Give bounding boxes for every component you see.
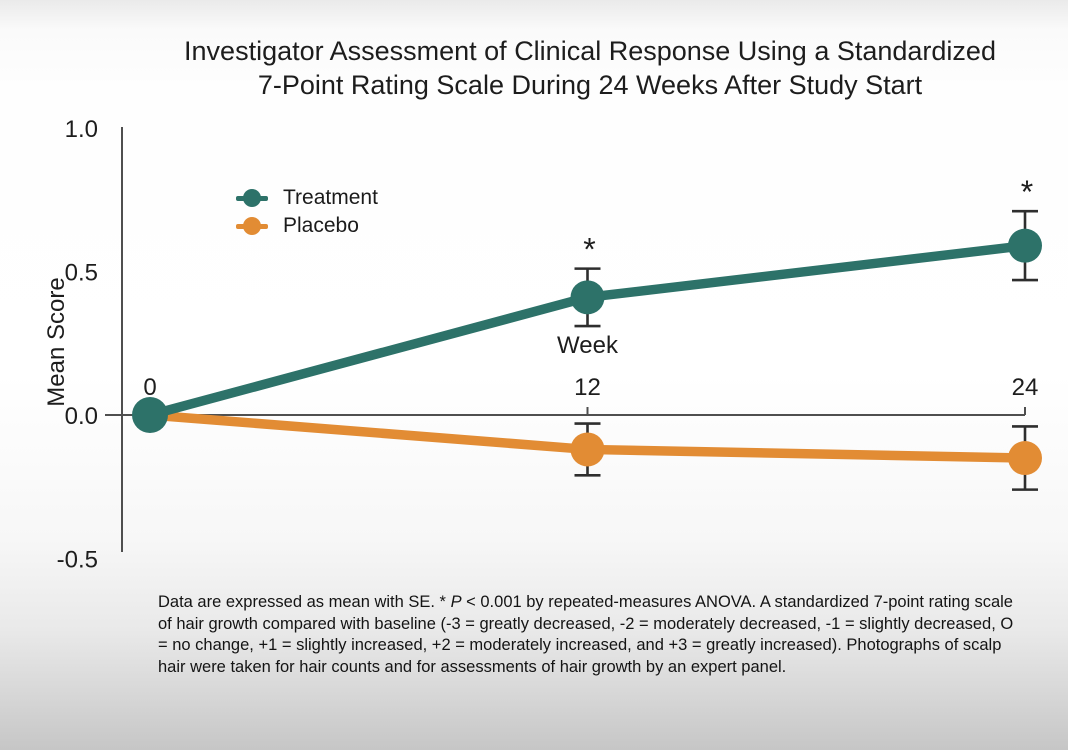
data-point-placebo-week-12 <box>570 432 605 467</box>
x-tick-label-24: 24 <box>1012 374 1039 401</box>
footnote: Data are expressed as mean with SE. * P … <box>158 592 1016 678</box>
sig-asterisk-treatment-week-12: * <box>583 232 595 268</box>
placebo-marker-icon <box>236 217 268 235</box>
legend-label-placebo: Placebo <box>283 214 359 237</box>
legend-dot <box>243 217 261 235</box>
chart-title-line-2: 7-Point Rating Scale During 24 Weeks Aft… <box>257 70 923 100</box>
x-tick-label-12: 12 <box>574 374 601 401</box>
legend-label-treatment: Treatment <box>283 186 378 209</box>
footnote-text-post: < 0.001 by repeated-measures ANOVA. A st… <box>158 593 1014 676</box>
sig-asterisk-treatment-week-24: * <box>1021 174 1033 210</box>
chart-title-line-1: Investigator Assessment of Clinical Resp… <box>184 36 996 66</box>
legend-dot <box>243 189 261 207</box>
y-tick-label-0.0: 0.0 <box>65 403 98 430</box>
y-tick-label--0.5: -0.5 <box>57 547 98 574</box>
data-point-treatment-week-0 <box>132 397 168 433</box>
legend-item-placebo: Placebo <box>236 212 378 240</box>
footnote-text-pre: Data are expressed as mean with SE. * <box>158 593 451 611</box>
treatment-marker-icon <box>236 189 268 207</box>
x-tick-label-0: 0 <box>143 374 156 401</box>
legend-item-treatment: Treatment <box>236 184 378 212</box>
footnote-p-symbol: P <box>450 593 462 611</box>
y-tick-label-0.5: 0.5 <box>65 260 98 287</box>
y-tick-label-1.0: 1.0 <box>65 116 98 143</box>
data-point-treatment-week-24 <box>1008 228 1042 263</box>
legend: Treatment Placebo <box>236 184 378 240</box>
data-point-treatment-week-12 <box>570 280 605 315</box>
x-axis-caption: Week <box>557 332 619 359</box>
chart-title: Investigator Assessment of Clinical Resp… <box>120 34 1060 102</box>
data-point-placebo-week-24 <box>1008 441 1042 476</box>
